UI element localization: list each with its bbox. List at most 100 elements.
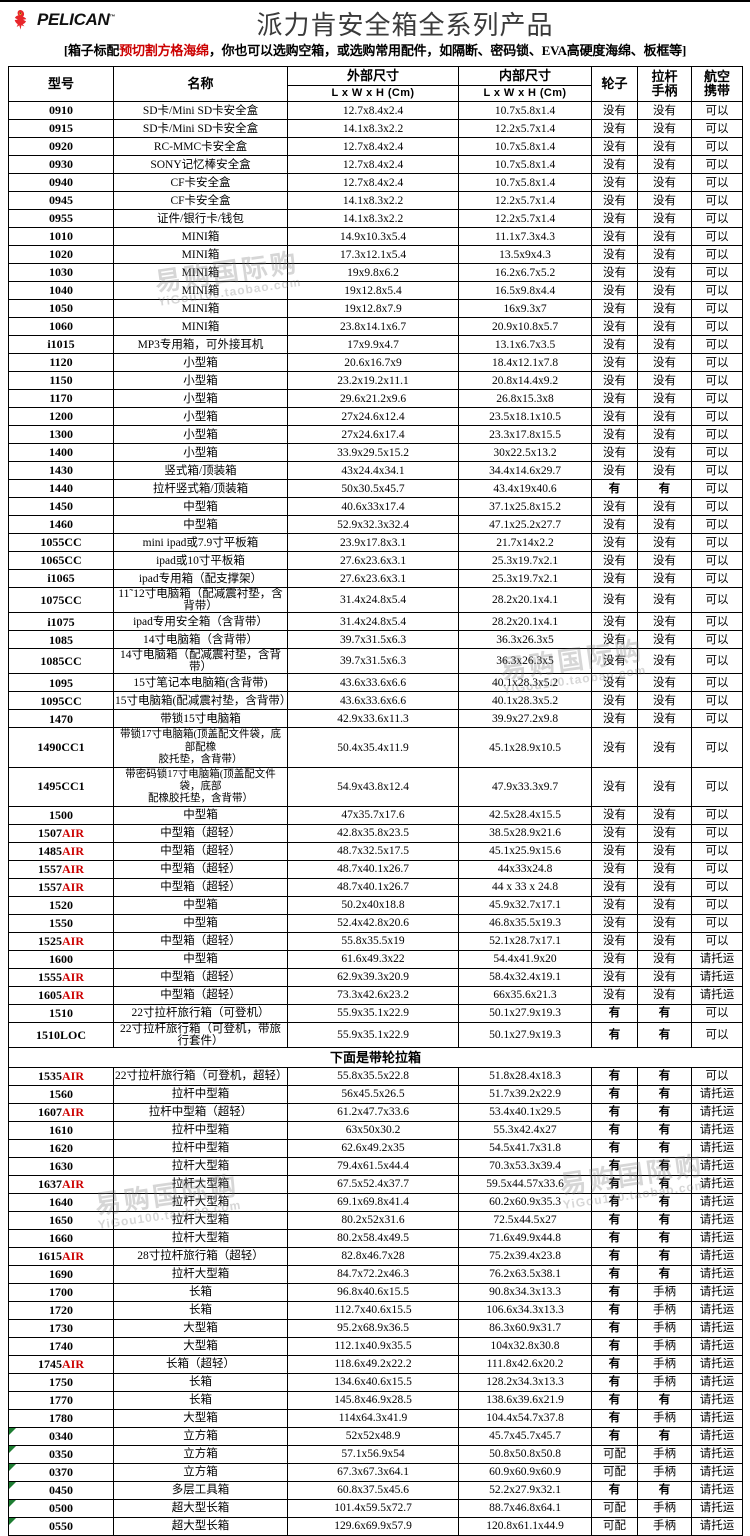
cell-wheels: 没有 (591, 967, 638, 987)
cell-name: 22寸拉杆旅行箱（可登机） (113, 1003, 288, 1023)
cell-inner-dimensions: 46.8x35.5x19.3 (458, 913, 592, 933)
table-row: 1615AIR 28寸拉杆旅行箱（超轻） 82.8x46.7x28 75.2x39.4… (8, 1246, 743, 1266)
table-row: 1640 拉杆大型箱 69.1x69.8x41.4 60.2x60.9x35.3 有有请… (8, 1192, 743, 1212)
cell-handle: 没有 (637, 299, 692, 319)
cell-wheels: 没有 (591, 805, 638, 825)
cell-handle: 手柄 (637, 1516, 692, 1536)
cell-model: 0370 (8, 1462, 114, 1482)
cell-air-carry: 可以 (691, 389, 743, 409)
table-header-row: 型号 名称 外部尺寸 L x W x H (Cm) 内部尺寸 L x W x H… (8, 65, 743, 103)
cell-model: 0915 (8, 119, 114, 139)
cell-air-carry: 可以 (691, 353, 743, 373)
cell-wheels: 没有 (591, 515, 638, 535)
cell-air-carry: 可以 (691, 371, 743, 391)
cell-handle: 没有 (637, 805, 692, 825)
cell-model: 1120 (8, 353, 114, 373)
cell-name: 中型箱（超轻） (113, 823, 288, 843)
cell-air-carry: 请托运 (691, 1138, 743, 1158)
cell-model: 1745AIR (8, 1354, 114, 1374)
cell-wheels: 有 (591, 1246, 638, 1266)
cell-handle: 没有 (637, 119, 692, 139)
product-table: 型号 名称 外部尺寸 L x W x H (Cm) 内部尺寸 L x W x H… (8, 65, 743, 1536)
cell-outer-dimensions: 14.1x8.3x2.2 (287, 209, 459, 229)
cell-inner-dimensions: 43.4x19x40.6 (458, 479, 592, 499)
cell-inner-dimensions: 50.1x27.9x19.3 (458, 1003, 592, 1023)
cell-wheels: 没有 (591, 859, 638, 879)
air-badge: AIR (61, 934, 84, 949)
cell-outer-dimensions: 12.7x8.4x2.4 (287, 155, 459, 175)
subtitle-prefix: [箱子标配 (63, 43, 120, 58)
cell-wheels: 没有 (591, 461, 638, 481)
cell-model: 1490CC1 (8, 727, 114, 768)
cell-model: 1557AIR (8, 859, 114, 879)
table-row: 0955 证件/银行卡/钱包 14.1x8.3x2.2 12.2x5.7x1.4 没有没… (8, 209, 743, 229)
cell-model: i1015 (8, 335, 114, 355)
cell-name: 中型箱 (113, 515, 288, 535)
cell-air-carry: 请托运 (691, 1228, 743, 1248)
cell-name: 拉杆中型箱 (113, 1138, 288, 1158)
cell-inner-dimensions: 104x32.8x30.8 (458, 1336, 592, 1356)
cell-handle: 没有 (637, 709, 692, 729)
cell-model: 1020 (8, 245, 114, 265)
cell-air-carry: 可以 (691, 137, 743, 157)
cell-handle: 没有 (637, 461, 692, 481)
table-row: 1300 小型箱 27x24.6x17.4 23.3x17.8x15.5 没有 没有 可以 (8, 425, 743, 445)
cell-air-carry: 可以 (691, 101, 743, 121)
cell-model: 1085CC (8, 648, 114, 675)
cell-model: 1010 (8, 227, 114, 247)
table-row: 1040 MINI箱 19x12.8x5.4 16.5x9.8x4.4 没有 没有 可以 (8, 281, 743, 301)
cell-outer-dimensions: 39.7x31.5x6.3 (287, 648, 459, 675)
cell-name: 中型箱 (113, 913, 288, 933)
cell-wheels: 有 (591, 1318, 638, 1338)
table-row: 0920 RC-MMC卡安全盒 12.7x8.4x2.4 10.7x5.8x1.4 没有… (8, 137, 743, 157)
cell-handle: 没有 (637, 673, 692, 693)
cell-air-carry: 可以 (691, 612, 743, 632)
cell-outer-dimensions: 19x12.8x7.9 (287, 299, 459, 319)
cell-model: 1730 (8, 1318, 114, 1338)
cell-air-carry: 可以 (691, 155, 743, 175)
cell-handle: 没有 (637, 895, 692, 915)
cell-air-carry: 可以 (691, 766, 743, 807)
table-row: 1745AIR 长箱（超轻） 118.6x49.2x22.2 111.8x42.6x2… (8, 1354, 743, 1374)
cell-outer-dimensions: 12.7x8.4x2.4 (287, 173, 459, 193)
cell-inner-dimensions: 45.1x25.9x15.6 (458, 841, 592, 861)
cell-wheels: 没有 (591, 709, 638, 729)
cell-air-carry: 可以 (691, 425, 743, 445)
cell-wheels: 有 (591, 1408, 638, 1428)
cell-inner-dimensions: 53.4x40.1x29.5 (458, 1102, 592, 1122)
cell-inner-dimensions: 13.5x9x4.3 (458, 245, 592, 265)
cell-handle: 手柄 (637, 1444, 692, 1464)
cell-outer-dimensions: 118.6x49.2x22.2 (287, 1354, 459, 1374)
cell-name: 小型箱 (113, 425, 288, 445)
cell-inner-dimensions: 72.5x44.5x27 (458, 1210, 592, 1230)
cell-handle: 没有 (637, 967, 692, 987)
col-header-outer-dimensions: 外部尺寸 L x W x H (Cm) (287, 65, 459, 103)
cell-wheels: 有 (591, 1102, 638, 1122)
cell-handle: 手柄 (637, 1300, 692, 1320)
cell-handle: 有 (637, 1210, 692, 1230)
col-header-inner-label: 内部尺寸 (459, 67, 591, 86)
cell-wheels: 有 (591, 1138, 638, 1158)
cell-model: 0940 (8, 173, 114, 193)
table-row: 1720 长箱 112.7x40.6x15.5 106.6x34.3x13.3 有手柄请… (8, 1300, 743, 1320)
cell-model: 1050 (8, 299, 114, 319)
cell-name: 拉杆中型箱 (113, 1120, 288, 1140)
cell-inner-dimensions: 60.2x60.9x35.3 (458, 1192, 592, 1212)
cell-handle: 手柄 (637, 1282, 692, 1302)
cell-model: 0955 (8, 209, 114, 229)
table-row: 1495CC1 带密码锁17寸电脑箱(顶盖配文件袋，底部 配橡胶托垫，含背带） 54.… (8, 766, 743, 807)
cell-air-carry: 可以 (691, 335, 743, 355)
cell-outer-dimensions: 17.3x12.1x5.4 (287, 245, 459, 265)
cell-air-carry: 可以 (691, 407, 743, 427)
cell-wheels: 没有 (591, 648, 638, 675)
pelican-brand-logo: PELICAN™ (10, 8, 116, 32)
cell-handle: 有 (637, 479, 692, 499)
cell-handle: 有 (637, 1264, 692, 1284)
section-divider-row: 下面是带轮拉箱 (8, 1046, 743, 1068)
cell-wheels: 有 (591, 1021, 638, 1048)
cell-outer-dimensions: 20.6x16.7x9 (287, 353, 459, 373)
cell-name: 拉杆大型箱 (113, 1210, 288, 1230)
table-row: 1510LOC 22寸拉杆旅行箱（可登机，带旅行套件） 55.9x35.1x22.9… (8, 1021, 743, 1048)
cell-inner-dimensions: 25.3x19.7x2.1 (458, 569, 592, 589)
cell-wheels: 没有 (591, 371, 638, 391)
